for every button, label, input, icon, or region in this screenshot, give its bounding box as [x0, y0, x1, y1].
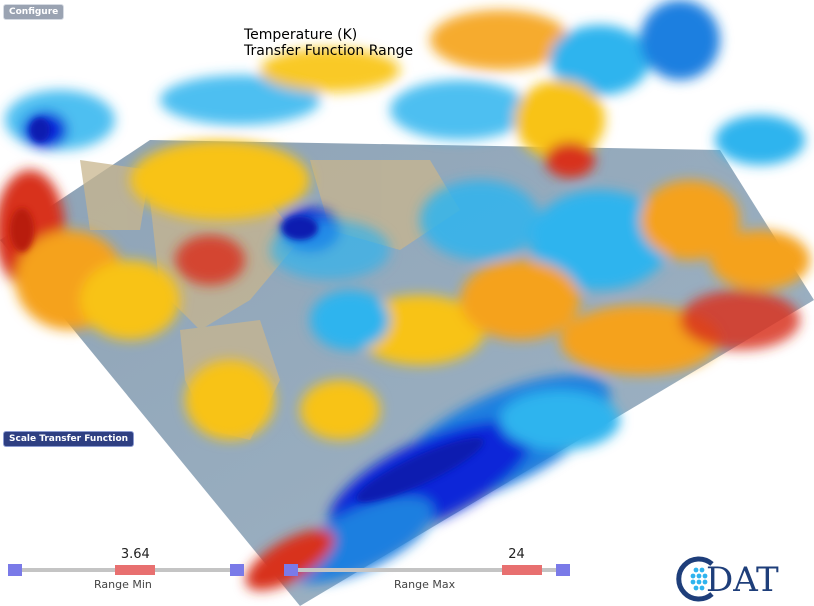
- configure-button[interactable]: Configure: [3, 4, 65, 20]
- title-variable: Temperature (K): [244, 27, 358, 43]
- range-min-value-handle[interactable]: [114, 565, 155, 575]
- range-max-track[interactable]: [291, 568, 563, 572]
- cdat-logo-icon: [676, 556, 714, 602]
- scale-transfer-function-button[interactable]: Scale Transfer Function: [3, 431, 135, 447]
- range-min-start-handle[interactable]: [8, 564, 22, 576]
- range-max-end-handle[interactable]: [556, 564, 570, 576]
- range-min-value: 3.64: [120, 547, 150, 562]
- range-max-value-handle[interactable]: [502, 565, 543, 575]
- range-max-slider[interactable]: 24 Range Max: [284, 547, 570, 596]
- range-min-end-handle[interactable]: [230, 564, 244, 576]
- cdat-logo-text: DAT: [706, 560, 779, 600]
- range-max-label: Range Max: [394, 578, 456, 591]
- range-min-slider[interactable]: 3.64 Range Min: [8, 547, 244, 596]
- title-subtitle: Transfer Function Range: [244, 43, 414, 59]
- range-max-value: 24: [508, 547, 525, 562]
- range-max-start-handle[interactable]: [284, 564, 298, 576]
- range-min-label: Range Min: [94, 578, 152, 591]
- volume-highlights: [10, 118, 484, 503]
- cdat-logo: DAT: [676, 556, 806, 602]
